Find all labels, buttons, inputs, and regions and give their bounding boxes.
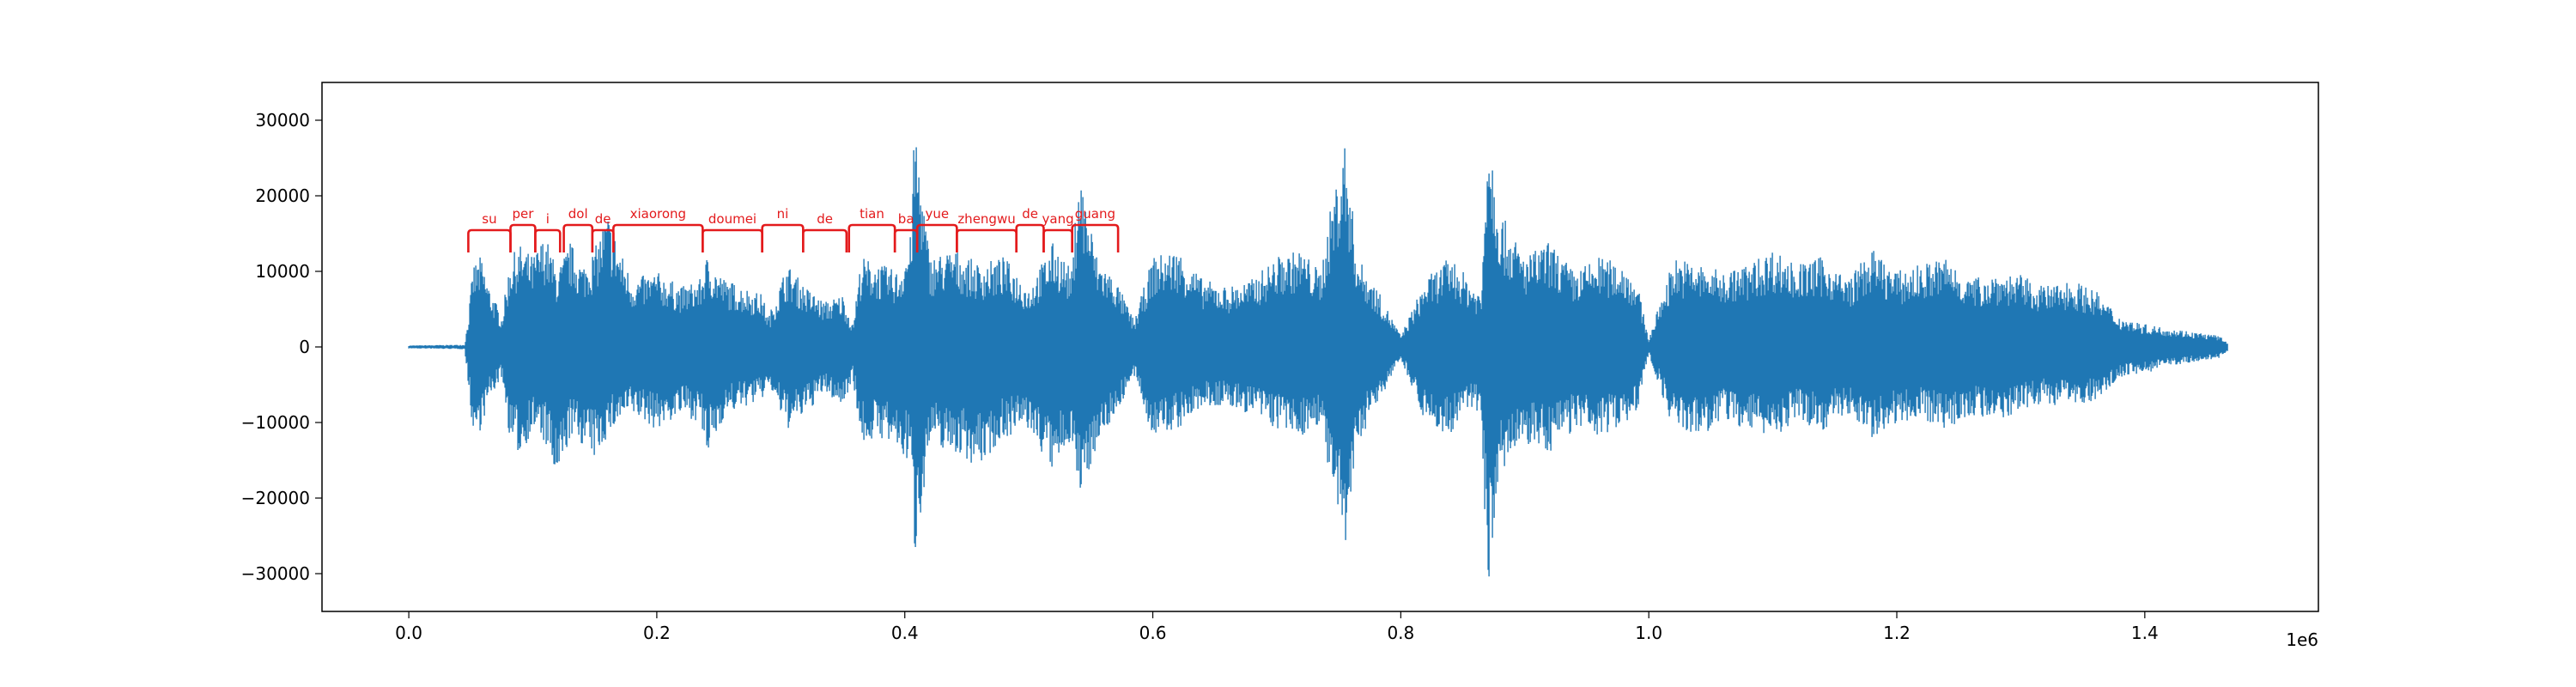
x-tick-label: 1.0 xyxy=(1635,623,1662,643)
y-tick-label: −20000 xyxy=(241,488,310,508)
syllable-bracket xyxy=(848,223,896,252)
syllable-label: su xyxy=(482,211,496,227)
x-axis-offset-label: 1e6 xyxy=(2286,629,2318,650)
y-tick-label: 30000 xyxy=(255,110,310,131)
syllable-annotations: su per i dol de xiaorong doumei ni de tian ba yue zh… xyxy=(467,206,1120,252)
syllable-bracket xyxy=(1042,228,1073,252)
x-tick-label: 0.4 xyxy=(891,623,919,643)
syllable-label: i xyxy=(546,211,550,227)
syllable-label: zhengwu xyxy=(957,211,1015,227)
y-tick-label: 20000 xyxy=(255,185,310,206)
syllable-label: xiaorong xyxy=(630,206,686,222)
plot-area xyxy=(408,147,2228,577)
syllable-label: guang xyxy=(1075,206,1115,222)
x-axis: 0.0 0.2 0.4 0.6 0.8 1.0 1.2 1.4 xyxy=(395,611,2159,643)
waveform-series xyxy=(408,147,2228,577)
syllable-bracket xyxy=(562,223,594,252)
x-tick-label: 0.0 xyxy=(395,623,422,643)
syllable-label: per xyxy=(512,206,534,222)
syllable-label: ba xyxy=(898,211,914,227)
syllable-label: yang xyxy=(1042,211,1074,227)
x-tick-label: 1.4 xyxy=(2131,623,2159,643)
x-tick-label: 0.2 xyxy=(643,623,671,643)
syllable-bracket xyxy=(534,228,562,252)
y-tick-label: −30000 xyxy=(241,563,310,584)
y-tick-label: −10000 xyxy=(241,412,310,433)
syllable-label: de xyxy=(595,211,611,227)
syllable-bracket xyxy=(956,228,1018,252)
syllable-bracket xyxy=(702,228,763,252)
x-tick-label: 1.2 xyxy=(1883,623,1911,643)
syllable-label: tian xyxy=(860,206,884,222)
syllable-label: doumei xyxy=(708,211,756,227)
y-tick-label: 0 xyxy=(299,337,310,357)
syllable-label: de xyxy=(1022,206,1038,222)
syllable-bracket xyxy=(1015,223,1045,252)
syllable-label: ni xyxy=(777,206,789,222)
syllable-bracket xyxy=(915,223,958,252)
y-tick-label: 10000 xyxy=(255,261,310,282)
x-tick-label: 0.8 xyxy=(1387,623,1414,643)
syllable-bracket xyxy=(761,223,805,252)
y-axis: 30000 20000 10000 0 −10000 −20000 −30000 xyxy=(241,110,322,584)
syllable-bracket xyxy=(1071,223,1120,252)
syllable-bracket xyxy=(509,223,537,252)
syllable-bracket xyxy=(467,228,512,252)
syllable-label: de xyxy=(817,211,833,227)
x-tick-label: 0.6 xyxy=(1139,623,1167,643)
syllable-bracket xyxy=(612,223,704,252)
syllable-label: dol xyxy=(568,206,588,222)
syllable-bracket xyxy=(802,228,848,252)
syllable-label: yue xyxy=(925,206,949,222)
